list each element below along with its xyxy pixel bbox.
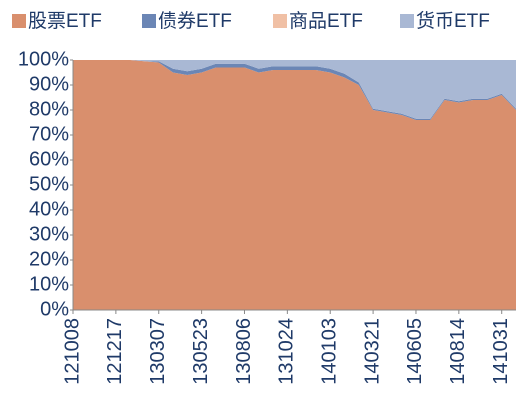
- y-tick-label: 60%: [29, 148, 69, 170]
- x-tick-label: 140814: [447, 318, 469, 385]
- y-tick-label: 30%: [29, 223, 69, 245]
- x-tick-label: 130523: [190, 318, 212, 385]
- x-tick-label: 140605: [404, 318, 426, 385]
- legend-label: 货币ETF: [416, 10, 490, 32]
- y-tick-label: 80%: [29, 98, 69, 120]
- y-tick-label: 90%: [29, 73, 69, 95]
- x-tick-label: 121008: [61, 318, 83, 385]
- legend-label: 股票ETF: [28, 11, 102, 32]
- x-tick-label: 140321: [361, 318, 383, 385]
- x-tick-label: 130307: [147, 318, 169, 385]
- legend-label: 商品ETF: [289, 10, 363, 32]
- y-tick-label: 40%: [29, 198, 69, 220]
- y-tick-label: 20%: [29, 248, 69, 270]
- y-tick-label: 100%: [18, 48, 69, 70]
- x-tick-label: 121217: [104, 318, 126, 385]
- x-tick-label: 141031: [490, 318, 512, 385]
- y-tick-label: 70%: [29, 123, 69, 145]
- legend-label: 债券ETF: [158, 10, 232, 32]
- legend-swatch: [12, 14, 26, 28]
- legend-swatch: [400, 14, 414, 28]
- y-tick-label: 0%: [40, 298, 69, 320]
- y-tick-label: 10%: [29, 273, 69, 295]
- legend-swatch: [273, 14, 287, 28]
- x-tick-label: 131024: [276, 318, 298, 385]
- y-tick-label: 50%: [29, 173, 69, 195]
- x-tick-label: 140103: [319, 318, 341, 385]
- area: [73, 60, 516, 119]
- legend-swatch: [142, 14, 156, 28]
- x-tick-label: 130806: [233, 318, 255, 385]
- area: [73, 60, 516, 310]
